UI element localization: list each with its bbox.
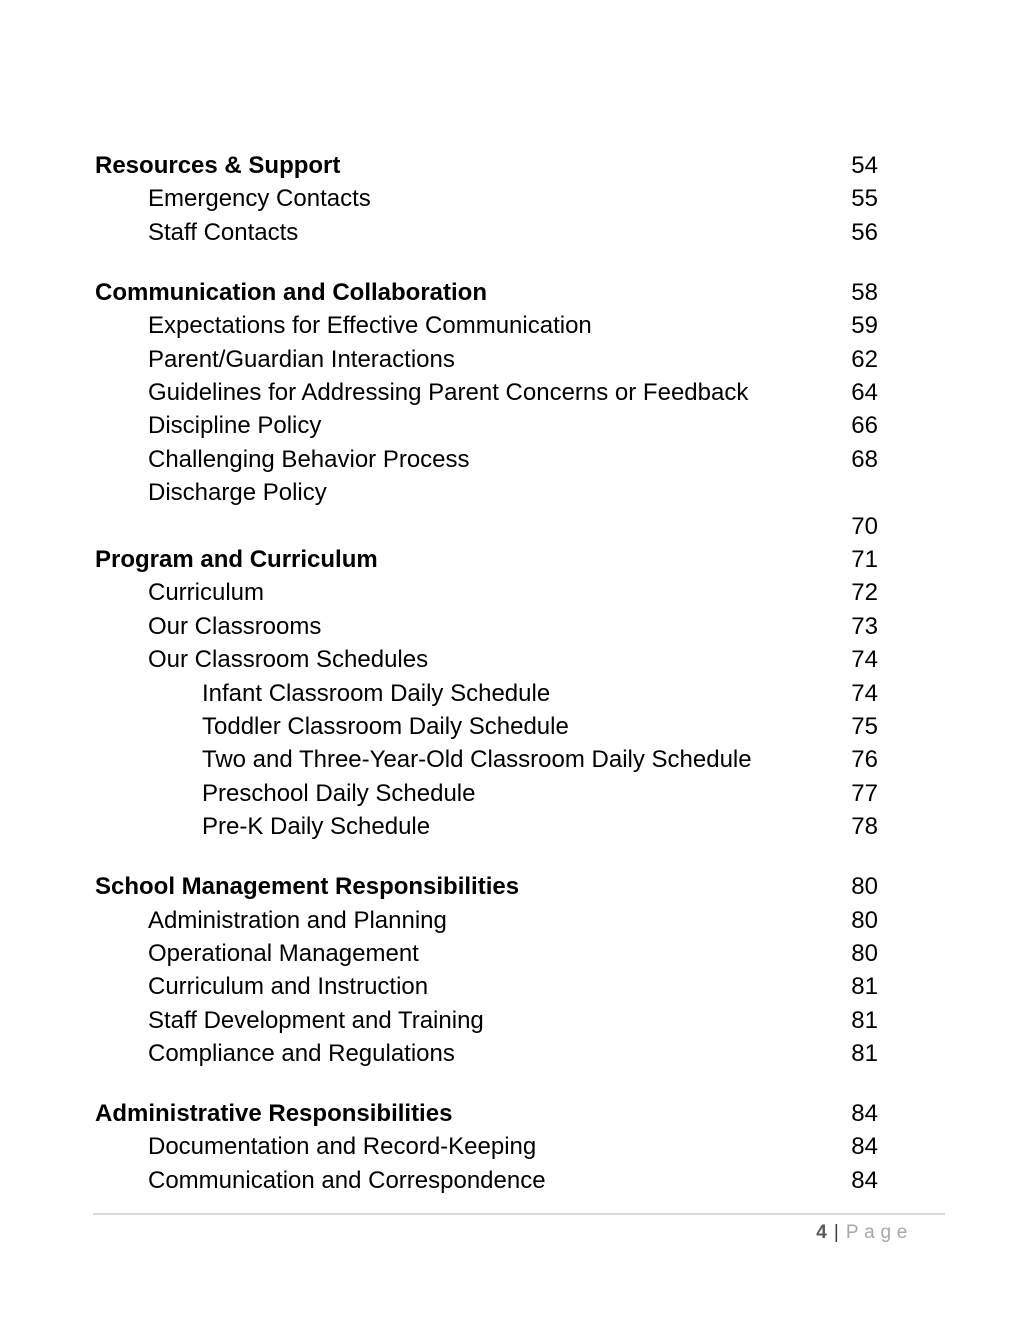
toc-entry[interactable]: Documentation and Record-Keeping 84 xyxy=(95,1130,878,1163)
toc-entry[interactable]: Emergency Contacts 55 xyxy=(95,182,878,215)
footer-text: 4 | Page xyxy=(93,1215,945,1244)
toc-entry[interactable]: Discipline Policy 66 xyxy=(95,409,878,442)
toc-entry[interactable]: School Management Responsibilities 80 xyxy=(95,870,878,903)
toc-entry[interactable]: Pre-K Daily Schedule 78 xyxy=(95,810,878,843)
toc-entry-page-number: 62 xyxy=(851,345,878,373)
toc-entry[interactable]: Our Classroom Schedules 74 xyxy=(95,643,878,676)
toc-entry-page-number: 81 xyxy=(851,973,878,1001)
toc-entry-page-number: 80 xyxy=(851,873,878,901)
toc-entry-page-number: 70 xyxy=(851,512,878,540)
toc-entry-page-number: 84 xyxy=(851,1166,878,1194)
toc-entry[interactable]: Parent/Guardian Interactions 62 xyxy=(95,343,878,376)
toc-entry-page-number: 64 xyxy=(851,378,878,406)
toc-entry-label[interactable]: Staff Development and Training xyxy=(148,1006,484,1034)
toc-entry-label[interactable]: Pre-K Daily Schedule xyxy=(202,813,431,841)
toc-entry[interactable]: 70 xyxy=(95,510,878,543)
toc-entry[interactable]: Preschool Daily Schedule 77 xyxy=(95,777,878,810)
footer-separator: | xyxy=(833,1222,839,1243)
toc-entry[interactable]: Curriculum 72 xyxy=(95,576,878,609)
toc-entry-label[interactable]: Challenging Behavior Process xyxy=(148,445,470,473)
toc-entry-label[interactable]: Curriculum and Instruction xyxy=(148,973,429,1001)
toc-entry-page-number: 84 xyxy=(851,1133,878,1161)
toc-entry-label[interactable]: Parent/Guardian Interactions xyxy=(148,345,455,373)
toc-entry-page-number: 66 xyxy=(851,412,878,440)
toc-entry-label[interactable]: Toddler Classroom Daily Schedule xyxy=(202,713,569,740)
toc-entry-label[interactable]: Curriculum xyxy=(148,579,265,607)
toc-entry[interactable]: Our Classrooms 73 xyxy=(95,610,878,643)
toc-entry-label[interactable]: Discharge Policy xyxy=(148,479,327,507)
toc-entry-page-number: 74 xyxy=(851,679,878,707)
toc-entry-label[interactable]: Expectations for Effective Communication xyxy=(148,312,592,340)
toc-entry-label[interactable]: Infant Classroom Daily Schedule xyxy=(202,679,551,707)
toc-entry-page-number: 84 xyxy=(851,1100,878,1128)
toc-entry-page-number: 73 xyxy=(851,612,878,640)
toc-entry-page-number: 77 xyxy=(851,779,878,807)
toc-entry-label[interactable]: Documentation and Record-Keeping xyxy=(148,1133,537,1161)
toc-entry[interactable]: Administration and Planning 80 xyxy=(95,904,878,937)
toc-entry-page-number: 80 xyxy=(851,939,878,967)
toc-entry-label[interactable]: Operational Management xyxy=(148,939,419,967)
toc-entry-page-number: 58 xyxy=(851,278,878,306)
toc-entry-label[interactable]: Our Classrooms xyxy=(148,612,322,640)
footer-page-label: Page xyxy=(845,1222,913,1243)
toc-entry-label[interactable]: Guidelines for Addressing Parent Concern… xyxy=(148,378,749,406)
toc-entry-label[interactable]: Preschool Daily Schedule xyxy=(202,779,476,807)
toc-entry-label[interactable]: Communication and Correspondence xyxy=(148,1166,546,1194)
toc-entry-page-number: 54 xyxy=(851,152,878,179)
toc-entry-page-number: 78 xyxy=(851,813,878,841)
toc-entry-label[interactable]: Two and Three-Year-Old Classroom Daily S… xyxy=(202,746,752,774)
toc-entry-label[interactable]: Administrative Responsibilities xyxy=(95,1100,453,1128)
toc-entry-page-number: 72 xyxy=(851,579,878,607)
toc-entry[interactable]: Challenging Behavior Process 68 xyxy=(95,443,878,476)
toc-entry-page-number: 81 xyxy=(851,1006,878,1034)
toc-entry[interactable]: Administrative Responsibilities 84 xyxy=(95,1097,878,1130)
toc-entry-label[interactable]: Our Classroom Schedules xyxy=(148,646,429,674)
toc-entry-page-number: 59 xyxy=(851,312,878,340)
toc-entry-page-number: 55 xyxy=(851,185,878,213)
toc-entry[interactable]: Guidelines for Addressing Parent Concern… xyxy=(95,376,878,409)
toc-entry-page-number: 75 xyxy=(851,713,878,740)
toc-entry-page-number: 74 xyxy=(851,646,878,674)
toc-entry-label[interactable]: Communication and Collaboration xyxy=(95,278,488,306)
toc-entry[interactable]: Staff Contacts 56 xyxy=(95,216,878,249)
toc-entry[interactable]: Curriculum and Instruction 81 xyxy=(95,970,878,1003)
toc-entry[interactable]: Infant Classroom Daily Schedule 74 xyxy=(95,677,878,710)
toc-entry-page-number: 68 xyxy=(851,445,878,473)
toc-entry[interactable]: Compliance and Regulations 81 xyxy=(95,1037,878,1070)
toc-entry-label[interactable]: Emergency Contacts xyxy=(148,185,371,213)
toc-entry-label[interactable]: Resources & Support xyxy=(95,152,341,179)
toc-entry[interactable]: Discharge Policy xyxy=(95,476,878,509)
toc-entry[interactable]: Expectations for Effective Communication… xyxy=(95,309,878,342)
toc-entry-label[interactable]: Compliance and Regulations xyxy=(148,1040,455,1068)
toc-entry-label[interactable]: Discipline Policy xyxy=(148,412,322,440)
toc-entry[interactable]: Resources & Support 54 xyxy=(95,149,878,182)
toc-entry-page-number: 56 xyxy=(851,218,878,246)
page-footer: 4 | Page xyxy=(93,1213,945,1244)
toc-entry[interactable]: Communication and Correspondence 84 xyxy=(95,1164,878,1197)
footer-divider xyxy=(93,1213,945,1215)
toc-entry-page-number: 71 xyxy=(851,545,878,573)
toc-entry[interactable]: Communication and Collaboration 58 xyxy=(95,276,878,309)
toc-entry-label[interactable]: Staff Contacts xyxy=(148,218,299,246)
toc-entry[interactable]: Program and Curriculum 71 xyxy=(95,543,878,576)
toc-entry-page-number: 76 xyxy=(851,746,878,774)
toc-entry-page-number: 80 xyxy=(851,906,878,934)
footer-page-number: 4 xyxy=(816,1222,827,1243)
toc-entry[interactable]: Staff Development and Training 81 xyxy=(95,1004,878,1037)
toc-entry-label[interactable]: Administration and Planning xyxy=(148,906,447,934)
toc-entry[interactable]: Operational Management 80 xyxy=(95,937,878,970)
toc-entry[interactable]: Toddler Classroom Daily Schedule 75 xyxy=(95,710,878,743)
toc-entry-page-number: 81 xyxy=(851,1040,878,1068)
table-of-contents: Resources & Support 54 Emergency Contact… xyxy=(95,149,878,1197)
toc-entry-label[interactable]: School Management Responsibilities xyxy=(95,873,520,901)
toc-entry[interactable]: Two and Three-Year-Old Classroom Daily S… xyxy=(95,743,878,776)
toc-entry-label[interactable]: Program and Curriculum xyxy=(95,545,378,573)
